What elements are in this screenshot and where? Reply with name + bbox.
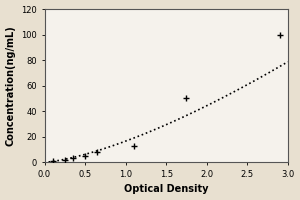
X-axis label: Optical Density: Optical Density (124, 184, 208, 194)
Y-axis label: Concentration(ng/mL): Concentration(ng/mL) (6, 25, 16, 146)
